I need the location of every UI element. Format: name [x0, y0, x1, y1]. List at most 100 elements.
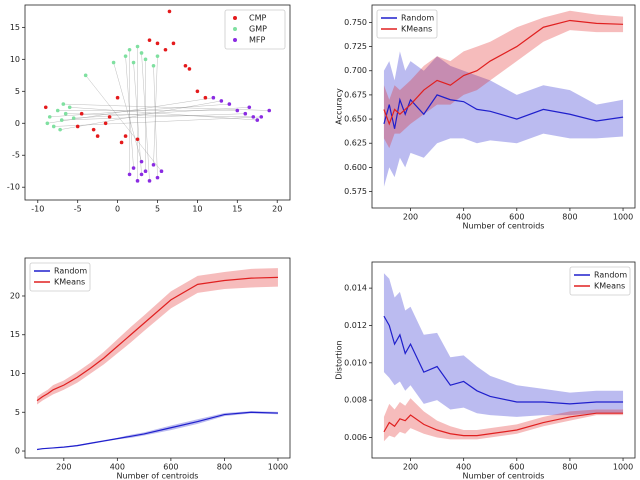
- x-tick-label: 1000: [613, 463, 633, 472]
- point: [195, 89, 200, 94]
- link-line: [61, 113, 246, 121]
- link-line: [65, 113, 254, 118]
- y-tick-label: 0.750: [344, 18, 367, 27]
- point: [147, 38, 152, 42]
- y-tick-label: 10: [10, 369, 20, 378]
- legend-box: [376, 9, 438, 39]
- series-line: [383, 412, 624, 437]
- point: [135, 44, 140, 49]
- legend-marker: [233, 38, 237, 42]
- x-tick-label: 800: [562, 463, 577, 472]
- legend-label: Random: [54, 267, 87, 276]
- y-tick-label: 0.700: [344, 66, 367, 75]
- link-line: [63, 103, 270, 111]
- legend-label: MFP: [249, 36, 266, 45]
- y-tick-label: 0.575: [344, 187, 367, 196]
- x-tick-label: 1000: [613, 213, 633, 222]
- point: [45, 121, 50, 126]
- x-tick-label: 10: [192, 205, 202, 214]
- point: [43, 105, 48, 110]
- link-line: [85, 75, 162, 172]
- x-tick-label: 5: [155, 205, 160, 214]
- band: [37, 268, 278, 405]
- axes-frame: [371, 4, 636, 209]
- point: [63, 111, 68, 116]
- point: [59, 118, 64, 122]
- y-axis-label: Accuracy: [335, 88, 344, 125]
- point: [139, 172, 144, 177]
- y-tick-label: 0.014: [344, 284, 367, 293]
- link-line: [113, 62, 142, 162]
- point: [131, 166, 136, 170]
- band: [383, 51, 624, 187]
- point: [127, 172, 132, 177]
- point: [203, 95, 208, 100]
- point: [107, 115, 112, 119]
- x-axis-label: Number of centroids: [463, 472, 545, 480]
- point: [135, 137, 140, 142]
- point: [115, 95, 120, 100]
- band: [383, 10, 624, 149]
- series-line: [383, 315, 624, 405]
- legend-box: [29, 262, 91, 292]
- axes-frame: [24, 257, 291, 459]
- point: [71, 116, 76, 120]
- point: [67, 105, 72, 110]
- x-tick-label: 15: [232, 205, 242, 214]
- y-tick-label: 0: [15, 447, 20, 456]
- x-tick-label: 400: [456, 213, 471, 222]
- x-tick-label: 20: [272, 205, 282, 214]
- y-tick-label: 0.625: [344, 139, 367, 148]
- point: [135, 179, 140, 183]
- point: [147, 179, 152, 183]
- x-tick-label: 200: [56, 463, 71, 472]
- series-line: [36, 276, 278, 402]
- y-tick-label: 0.006: [344, 433, 367, 442]
- point: [91, 127, 96, 132]
- point: [227, 102, 232, 106]
- point: [58, 127, 62, 132]
- point: [83, 73, 88, 78]
- point: [79, 111, 84, 116]
- point: [143, 57, 148, 62]
- x-tick-label: 200: [403, 463, 418, 472]
- x-axis-label: Number of centroids: [463, 222, 545, 231]
- link-line: [69, 107, 258, 121]
- point: [61, 102, 66, 106]
- point: [47, 115, 52, 119]
- y-tick-label: 15: [10, 23, 20, 32]
- legend-label: KMeans: [54, 278, 85, 287]
- point: [171, 41, 176, 46]
- point: [235, 108, 240, 113]
- band: [383, 398, 624, 442]
- x-tick-label: -10: [31, 205, 44, 214]
- y-tick-label: -5: [12, 151, 20, 160]
- point: [247, 105, 252, 110]
- series-line: [383, 94, 624, 129]
- y-tick-label: 5: [15, 87, 20, 96]
- y-tick-label: 15: [10, 330, 20, 339]
- y-tick-label: 0: [15, 119, 20, 128]
- point: [75, 124, 80, 129]
- point: [55, 108, 60, 113]
- legend-label: Random: [401, 14, 434, 23]
- y-tick-label: 0.012: [344, 321, 367, 330]
- x-tick-label: 400: [456, 463, 471, 472]
- point: [139, 51, 144, 55]
- point: [219, 99, 224, 103]
- x-tick-label: 400: [110, 463, 125, 472]
- point: [131, 60, 136, 65]
- legend-label: KMeans: [401, 25, 432, 34]
- link-line: [153, 65, 158, 178]
- y-tick-label: -10: [7, 183, 20, 192]
- x-tick-label: 0: [115, 205, 120, 214]
- x-tick-label: 200: [403, 213, 418, 222]
- point: [251, 115, 256, 119]
- point: [155, 175, 160, 180]
- point: [211, 95, 216, 100]
- band: [383, 273, 624, 417]
- y-tick-label: 0.600: [344, 163, 367, 172]
- y-tick-label: 0.675: [344, 90, 367, 99]
- point: [187, 67, 192, 71]
- point: [163, 47, 168, 52]
